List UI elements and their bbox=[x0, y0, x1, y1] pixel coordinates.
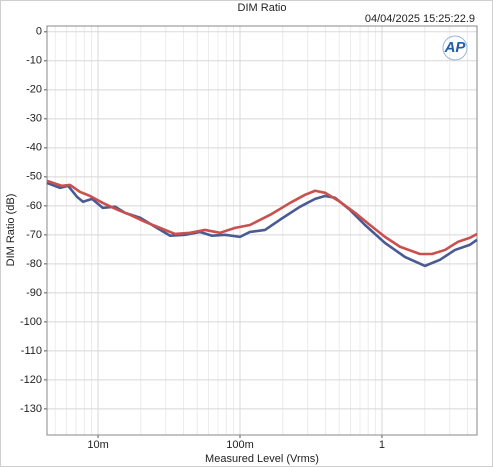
y-tick-label: -50 bbox=[26, 171, 42, 183]
chart-title: DIM Ratio bbox=[238, 2, 287, 14]
y-tick-label: -40 bbox=[26, 142, 42, 154]
y-tick-label: -10 bbox=[26, 55, 42, 67]
x-tick-label: 100m bbox=[226, 439, 254, 451]
logo: AP bbox=[444, 39, 467, 56]
logo-ring bbox=[442, 35, 468, 61]
series-line bbox=[46, 181, 478, 268]
y-tick-label: -90 bbox=[26, 287, 42, 299]
y-tick-label: -120 bbox=[20, 374, 42, 386]
y-tick-label: -70 bbox=[26, 229, 42, 241]
plot-border bbox=[46, 25, 478, 436]
x-axis-label: Measured Level (Vrms) bbox=[205, 453, 319, 465]
x-tick-label: 1 bbox=[379, 439, 385, 451]
y-tick-label: -130 bbox=[20, 403, 42, 415]
y-tick-label: -20 bbox=[26, 84, 42, 96]
timestamp: 04/04/2025 15:25:22.9 bbox=[365, 13, 475, 25]
series-line bbox=[46, 179, 478, 256]
y-tick-label: -80 bbox=[26, 258, 42, 270]
y-tick-label: -60 bbox=[26, 200, 42, 212]
y-axis-label: DIM Ratio (dB) bbox=[5, 194, 17, 267]
x-tick-label: 10m bbox=[87, 439, 108, 451]
y-tick-label: -30 bbox=[26, 113, 42, 125]
y-tick-label: -100 bbox=[20, 316, 42, 328]
y-tick-label: -110 bbox=[21, 345, 42, 357]
y-tick-label: 0 bbox=[36, 26, 42, 38]
